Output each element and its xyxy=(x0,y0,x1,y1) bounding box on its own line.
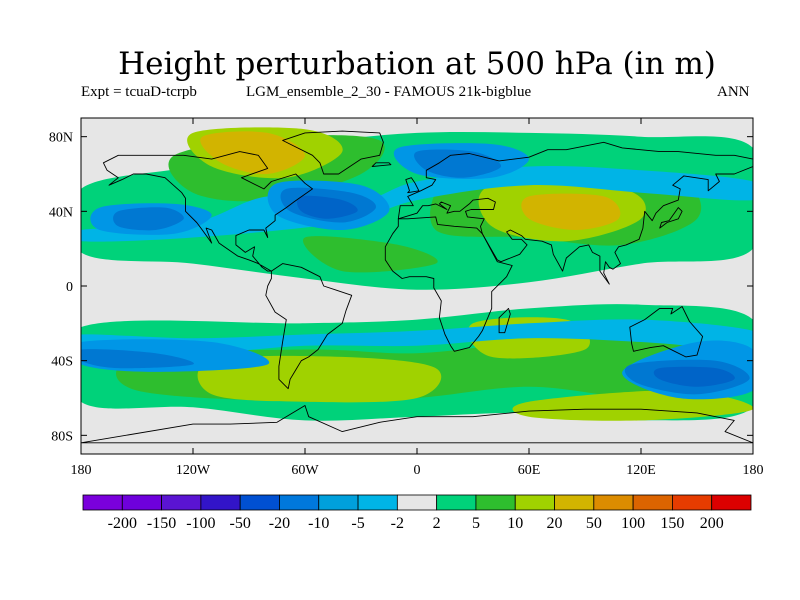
experiment-label: Expt = tcuaD-tcrpb xyxy=(81,84,197,100)
colorbar-label: -5 xyxy=(351,515,364,532)
lat-tick-label: 80N xyxy=(49,131,73,146)
contour-region-10 xyxy=(302,236,438,273)
colorbar-swatch xyxy=(711,494,752,511)
lat-tick-label: 80S xyxy=(51,429,73,444)
lon-tick-label: 60E xyxy=(518,463,541,478)
contour-region-minus2 xyxy=(81,319,753,354)
map-title: Height perturbation at 500 hPa (in m) xyxy=(118,46,716,82)
colorbar-label: 150 xyxy=(660,515,684,532)
colorbar-swatch xyxy=(554,494,595,511)
colorbar-swatch xyxy=(514,494,555,511)
colorbar-swatch xyxy=(239,494,280,511)
colorbar: -200 -150 -100 -50 -20 -10 -5 -2 2 5 10 20 50 100 150 2… xyxy=(82,494,752,532)
coastline-10 xyxy=(371,162,392,167)
colorbar-label: 50 xyxy=(586,515,602,532)
colorbar-swatch xyxy=(200,494,241,511)
lat-tick-label: 40N xyxy=(49,205,73,220)
colorbar-label: 20 xyxy=(547,515,563,532)
colorbar-label: -2 xyxy=(391,515,404,532)
contour-region-minus10 xyxy=(113,207,184,231)
colorbar-label: -150 xyxy=(147,515,176,532)
contour-region-minus20 xyxy=(297,195,358,219)
contour-region-50 xyxy=(200,131,305,175)
colorbar-swatch xyxy=(475,494,516,511)
coastline-5 xyxy=(282,130,384,175)
colorbar-swatch xyxy=(357,494,398,511)
colorbar-swatch xyxy=(436,494,477,511)
coastline-9 xyxy=(659,207,683,229)
colorbar-swatch xyxy=(632,494,673,511)
latitude-axis: 80N 40N 0 40S 80S xyxy=(49,131,753,444)
colorbar-label: -200 xyxy=(108,515,137,532)
colorbar-label: 5 xyxy=(472,515,480,532)
run-name-label: LGM_ensemble_2_30 - FAMOUS 21k-bigblue xyxy=(246,84,532,100)
colorbar-label: 2 xyxy=(433,515,441,532)
coastline-0 xyxy=(102,151,313,272)
contour-region-minus10 xyxy=(81,349,194,369)
contour-region-20 xyxy=(197,355,442,403)
colorbar-swatch xyxy=(279,494,320,511)
coastline-3 xyxy=(397,141,753,285)
coastline-8 xyxy=(498,307,511,334)
colorbar-label: -10 xyxy=(308,515,329,532)
colorbar-label: 10 xyxy=(507,515,523,532)
contour-region-minus2 xyxy=(81,165,753,242)
colorbar-label: -20 xyxy=(269,515,290,532)
colorbar-swatch xyxy=(672,494,713,511)
lon-tick-label: 60W xyxy=(291,463,319,478)
coastline-1 xyxy=(265,263,353,390)
coastline-2 xyxy=(384,216,513,352)
lon-tick-label: 180 xyxy=(71,463,92,478)
coastline-7 xyxy=(405,177,420,194)
colorbar-label: -50 xyxy=(230,515,251,532)
colorbar-label: -100 xyxy=(186,515,215,532)
lat-tick-label: 0 xyxy=(66,280,73,295)
contour-region-50 xyxy=(521,193,621,230)
longitude-axis: 180 120W 60W 0 60E 120E 180 xyxy=(71,118,764,478)
coastline-layer xyxy=(81,130,753,444)
lon-tick-label: 120W xyxy=(176,463,211,478)
season-label: ANN xyxy=(717,84,750,100)
lon-tick-label: 120E xyxy=(626,463,656,478)
colorbar-swatch xyxy=(318,494,359,511)
colorbar-label: 200 xyxy=(700,515,724,532)
colorbar-swatch xyxy=(121,494,162,511)
colorbar-swatch xyxy=(82,494,123,511)
coastline-6 xyxy=(81,405,753,444)
colorbar-swatch xyxy=(396,494,438,511)
contour-region-minus20 xyxy=(653,366,735,387)
colorbar-label: 100 xyxy=(621,515,645,532)
coastline-4 xyxy=(629,306,704,358)
colorbar-swatch xyxy=(593,494,634,511)
colorbar-swatch xyxy=(161,494,202,511)
lon-tick-label: 0 xyxy=(414,463,421,478)
lat-tick-label: 40S xyxy=(51,355,73,370)
contour-region-minus10 xyxy=(414,149,502,178)
lon-tick-label: 180 xyxy=(743,463,764,478)
